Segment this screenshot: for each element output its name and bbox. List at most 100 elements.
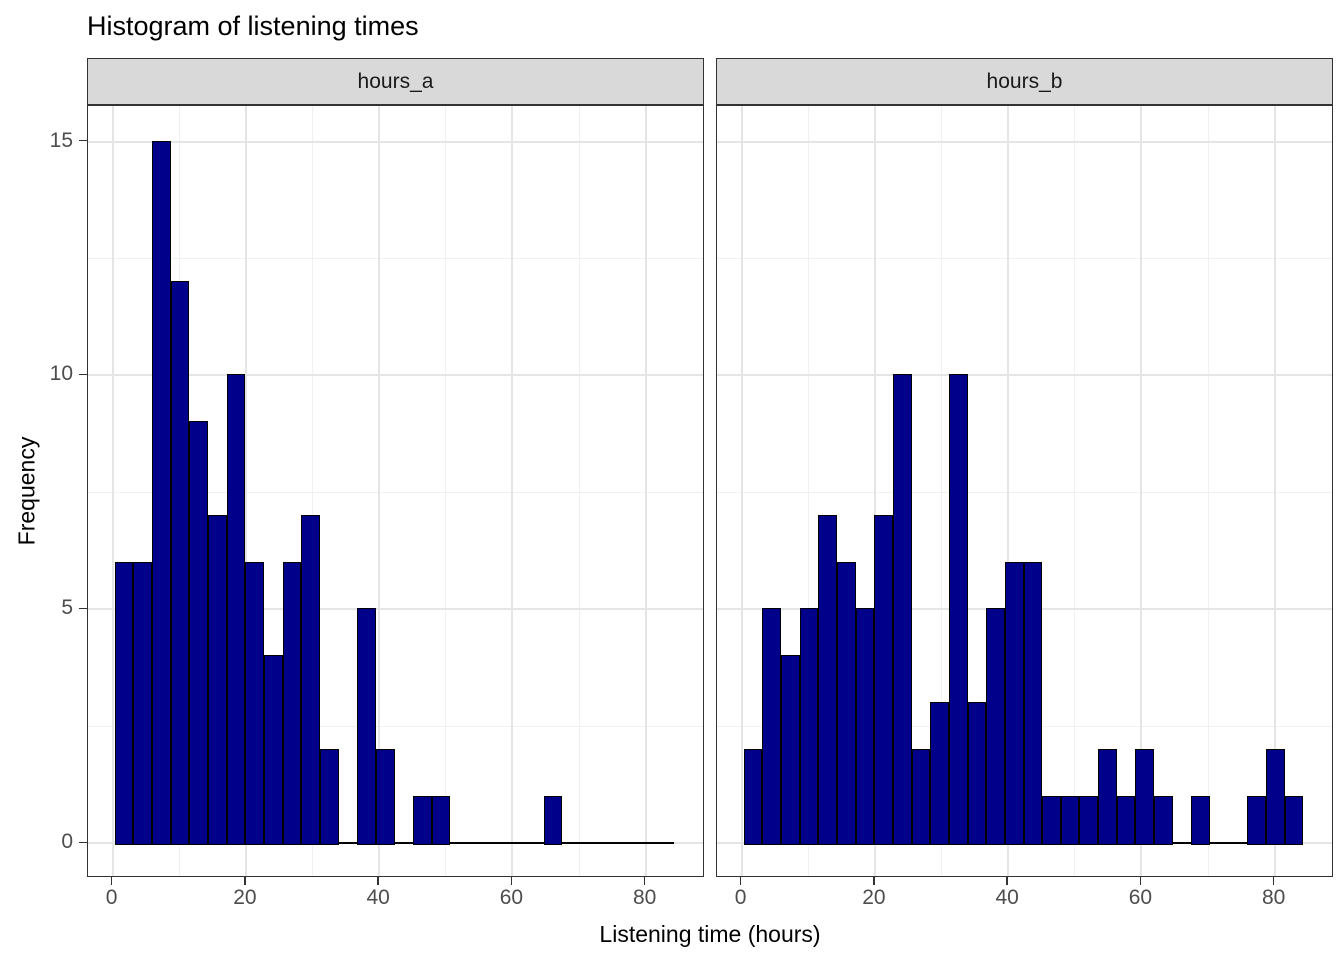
gridline-major-x	[740, 106, 743, 876]
gridline-major-y	[88, 374, 703, 377]
histogram-bar	[543, 795, 563, 845]
x-tick-label: 60	[499, 886, 524, 909]
y-axis-title: Frequency	[13, 436, 40, 546]
histogram-bar	[301, 514, 320, 845]
histogram-bar	[1004, 561, 1024, 845]
histogram-bar	[1135, 748, 1155, 845]
facet-strip-hours-a: hours_a	[87, 58, 704, 105]
x-tick-mark	[739, 877, 742, 885]
histogram-bar	[282, 561, 302, 845]
histogram-bar	[1098, 748, 1117, 845]
gridline-minor-x	[807, 106, 809, 876]
histogram-bar	[1023, 561, 1043, 845]
gridline-major-x	[244, 106, 247, 876]
histogram-bar	[911, 748, 931, 845]
x-tick-mark	[1139, 877, 1142, 885]
gridline-minor-y	[88, 258, 703, 260]
gridline-major-x	[111, 106, 114, 876]
x-tick-label: 40	[995, 886, 1019, 909]
x-tick-mark	[1272, 877, 1275, 885]
gridline-major-y	[717, 374, 1332, 377]
x-tick-mark	[643, 877, 646, 885]
histogram-bar	[226, 374, 246, 845]
gridline-minor-y	[88, 725, 703, 727]
histogram-bar	[743, 748, 763, 845]
histogram-bar	[431, 795, 451, 845]
facet-panel-hours-b	[716, 105, 1333, 877]
y-tick-mark	[79, 373, 87, 376]
histogram-bar	[207, 514, 227, 845]
gridline-major-x	[1140, 106, 1143, 876]
histogram-bar	[836, 561, 856, 845]
y-tick-label: 15	[49, 128, 73, 152]
x-tick-label: 0	[105, 886, 118, 909]
histogram-bar	[263, 655, 283, 845]
histogram-bar	[170, 280, 190, 845]
gridline-major-y	[717, 140, 1332, 143]
x-tick-mark	[244, 877, 246, 885]
gridline-major-x	[873, 106, 876, 876]
histogram-bar	[133, 561, 152, 845]
facet-strip-label: hours_a	[357, 69, 434, 93]
gridline-minor-x	[1207, 106, 1209, 876]
gridline-major-x	[378, 106, 381, 876]
histogram-bar	[357, 608, 376, 845]
histogram-bar	[892, 374, 912, 845]
gridline-minor-x	[312, 106, 314, 876]
histogram-bar	[375, 748, 395, 845]
histogram-bar	[114, 561, 134, 845]
plot-title: Histogram of listening times	[87, 11, 419, 41]
histogram-bar	[1154, 795, 1173, 845]
histogram-bar	[1060, 795, 1080, 845]
x-tick-label: 0	[734, 886, 747, 909]
gridline-minor-x	[578, 106, 580, 876]
histogram-bar	[1042, 795, 1061, 845]
histogram-bar	[1116, 795, 1136, 845]
gridline-minor-x	[1074, 106, 1076, 876]
x-tick-label: 80	[1262, 886, 1286, 909]
x-tick-label: 20	[862, 886, 886, 909]
facet-strip-hours-b: hours_b	[716, 58, 1333, 105]
histogram-bar	[1191, 795, 1211, 845]
gridline-major-x	[1273, 106, 1276, 876]
histogram-bar	[762, 608, 781, 845]
x-tick-mark	[1006, 877, 1008, 885]
gridline-major-y	[88, 140, 703, 143]
histogram-bar	[948, 374, 968, 845]
y-tick-mark	[79, 841, 87, 844]
x-axis-title: Listening time (hours)	[599, 921, 821, 947]
histogram-bar	[855, 608, 875, 845]
histogram-bar	[189, 421, 208, 845]
gridline-minor-y	[717, 491, 1332, 493]
y-tick-mark	[79, 139, 87, 142]
x-tick-label: 40	[366, 886, 390, 909]
histogram-bar	[799, 608, 819, 845]
histogram-bar	[967, 702, 987, 845]
gridline-minor-y	[88, 491, 703, 493]
x-tick-mark	[873, 877, 875, 885]
y-tick-label: 0	[61, 830, 73, 854]
x-tick-mark	[510, 877, 513, 885]
histogram-bar	[245, 561, 264, 845]
histogram-bar	[319, 748, 339, 845]
x-tick-label: 60	[1128, 886, 1153, 909]
histogram-bar	[780, 655, 800, 845]
histogram-bar	[874, 514, 893, 845]
histogram-bar	[1284, 795, 1304, 845]
histogram-bar	[986, 608, 1005, 845]
facet-panel-hours-a	[87, 105, 704, 877]
y-tick-label: 5	[61, 596, 73, 620]
y-tick-label: 10	[49, 362, 73, 386]
gridline-major-y	[88, 608, 703, 611]
histogram-bar	[1079, 795, 1099, 845]
histogram-bar	[413, 795, 432, 845]
histogram-bar	[151, 140, 171, 845]
histogram-bar	[1266, 748, 1285, 845]
x-tick-mark	[377, 877, 379, 885]
x-tick-mark	[110, 877, 113, 885]
gridline-major-x	[644, 106, 647, 876]
gridline-minor-x	[445, 106, 447, 876]
x-tick-label: 20	[233, 886, 257, 909]
gridline-major-x	[1007, 106, 1010, 876]
